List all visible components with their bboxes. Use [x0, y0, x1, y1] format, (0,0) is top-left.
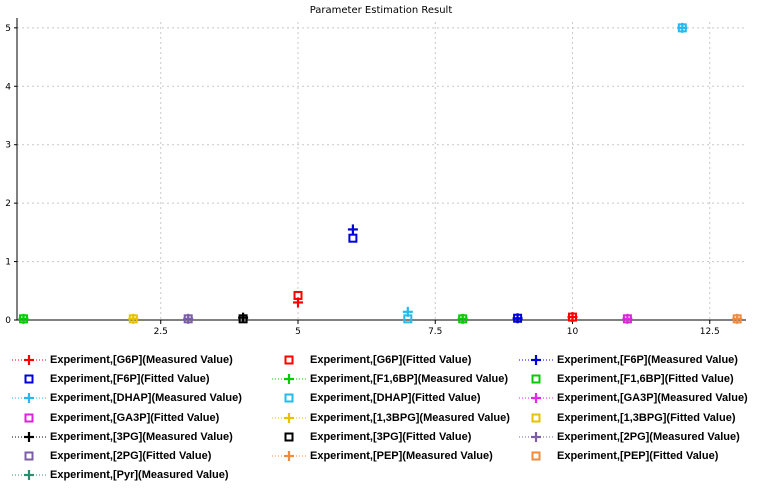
x-tick-label: 12.5: [700, 327, 720, 337]
legend-label: Experiment,[PEP](Measured Value): [310, 450, 493, 463]
legend-label: Experiment,[2PG](Fitted Value): [50, 450, 212, 463]
legend-item: Experiment,[PEP](Fitted Value): [517, 446, 755, 465]
legend-item: Experiment,[F6P](Fitted Value): [10, 369, 270, 388]
grid-lines: [17, 22, 746, 321]
x-tick-label: 2.5: [154, 327, 168, 337]
y-tick-label: 1: [5, 258, 11, 268]
x-tick-label: 5: [295, 327, 301, 337]
legend-item: Experiment,[1,3BPG](Measured Value): [270, 408, 517, 427]
legend-label: Experiment,[1,3BPG](Fitted Value): [557, 411, 736, 424]
legend-item: Experiment,[GA3P](Measured Value): [517, 389, 755, 408]
legend-label: Experiment,[G6P](Measured Value): [50, 353, 233, 366]
legend-plus-marker-icon: [272, 412, 306, 423]
y-tick-label: 0: [5, 316, 11, 326]
legend-label: Experiment,[3PG](Fitted Value): [310, 430, 472, 443]
chart-title: Parameter Estimation Result: [310, 5, 453, 16]
legend-label: Experiment,[GA3P](Fitted Value): [50, 411, 220, 424]
legend-item: Experiment,[1,3BPG](Fitted Value): [517, 408, 755, 427]
y-tick-label: 3: [5, 141, 11, 151]
legend-square-marker-icon: [531, 413, 541, 423]
legend-square-marker-icon: [284, 355, 294, 365]
legend-plus-marker-icon: [12, 393, 46, 404]
legend-square-marker-icon: [284, 432, 294, 442]
legend-label: Experiment,[Pyr](Measured Value): [50, 469, 229, 482]
legend-plus-marker-icon: [519, 431, 553, 442]
legend-item: Experiment,[PEP](Measured Value): [270, 446, 517, 465]
legend-item: Experiment,[G6P](Fitted Value): [270, 350, 517, 369]
legend-item: Experiment,[2PG](Fitted Value): [10, 446, 270, 465]
legend-item: Experiment,[GA3P](Fitted Value): [10, 408, 270, 427]
legend-item: Experiment,[DHAP](Fitted Value): [270, 389, 517, 408]
series-3-point-0-square: [348, 233, 358, 243]
legend-plus-marker-icon: [12, 470, 46, 481]
y-tick-label: 5: [5, 24, 11, 34]
x-tick-label: 7.5: [428, 327, 442, 337]
legend-item: Experiment,[Pyr](Measured Value): [10, 466, 270, 485]
series-9-point-0-square: [622, 314, 632, 324]
legend-label: Experiment,[F1,6BP](Measured Value): [310, 372, 509, 385]
legend-plus-marker-icon: [272, 451, 306, 462]
legend-label: Experiment,[1,3BPG](Measured Value): [310, 411, 510, 424]
series-1-point-0-square: [293, 290, 303, 300]
data-marks: [18, 22, 743, 324]
series-17-point-0-square: [732, 314, 742, 324]
legend-item: Experiment,[F1,6BP](Fitted Value): [517, 369, 755, 388]
tick-labels: 2.5 5 7.5 10 12.5 0 1 2 3 4 5: [5, 24, 720, 337]
legend-label: Experiment,[PEP](Fitted Value): [557, 450, 719, 463]
legend-square-marker-icon: [24, 413, 34, 423]
legend-square-marker-icon: [24, 451, 34, 461]
plot-area-frame: [17, 22, 747, 320]
legend-square-marker-icon: [24, 374, 34, 384]
legend-label: Experiment,[2PG](Measured Value): [557, 430, 740, 443]
legend-label: Experiment,[F1,6BP](Fitted Value): [557, 372, 734, 385]
series-3-point-1-square: [513, 313, 523, 323]
legend-label: Experiment,[GA3P](Measured Value): [557, 392, 748, 405]
y-tick-label: 2: [5, 199, 11, 209]
series-5-point-1-square: [458, 314, 468, 324]
legend-square-marker-icon: [284, 393, 294, 403]
legend-label: Experiment,[3PG](Measured Value): [50, 430, 233, 443]
legend-plus-marker-icon: [272, 373, 306, 384]
axes: [14, 18, 746, 324]
legend-label: Experiment,[G6P](Fitted Value): [310, 353, 472, 366]
series-2-point-0-plus: [347, 224, 358, 235]
legend-item: Experiment,[G6P](Measured Value): [10, 350, 270, 369]
series-13-point-0-square: [238, 314, 248, 324]
legend-plus-marker-icon: [519, 393, 553, 404]
chart-plot: Parameter Estimation Result 2.5 5 7.5 10 12.…: [5, 5, 747, 337]
legend-square-marker-icon: [531, 374, 541, 384]
legend-square-marker-icon: [531, 451, 541, 461]
x-tick-label: 10: [567, 327, 579, 337]
legend-plus-marker-icon: [519, 354, 553, 365]
legend-label: Experiment,[F6P](Measured Value): [557, 353, 738, 366]
legend-item: Experiment,[F1,6BP](Measured Value): [270, 369, 517, 388]
legend-label: Experiment,[DHAP](Fitted Value): [310, 392, 481, 405]
series-11-point-0-square: [128, 314, 138, 324]
legend-label: Experiment,[DHAP](Measured Value): [50, 392, 242, 405]
legend-item: Experiment,[2PG](Measured Value): [517, 427, 755, 446]
y-tick-label: 4: [5, 82, 11, 92]
legend: Experiment,[G6P](Measured Value) Experime…: [10, 350, 755, 490]
legend-item: Experiment,[F6P](Measured Value): [517, 350, 755, 369]
legend-plus-marker-icon: [12, 431, 46, 442]
series-7-point-0-square: [403, 314, 413, 324]
series-15-point-0-square: [183, 314, 193, 324]
legend-plus-marker-icon: [12, 354, 46, 365]
legend-item: Experiment,[DHAP](Measured Value): [10, 389, 270, 408]
series-7-point-1-square: [677, 23, 687, 33]
legend-item: Experiment,[3PG](Fitted Value): [270, 427, 517, 446]
series-5-point-0-square: [19, 314, 28, 324]
series-1-point-1-square: [568, 312, 577, 322]
legend-item: Experiment,[3PG](Measured Value): [10, 427, 270, 446]
legend-label: Experiment,[F6P](Fitted Value): [50, 372, 210, 385]
